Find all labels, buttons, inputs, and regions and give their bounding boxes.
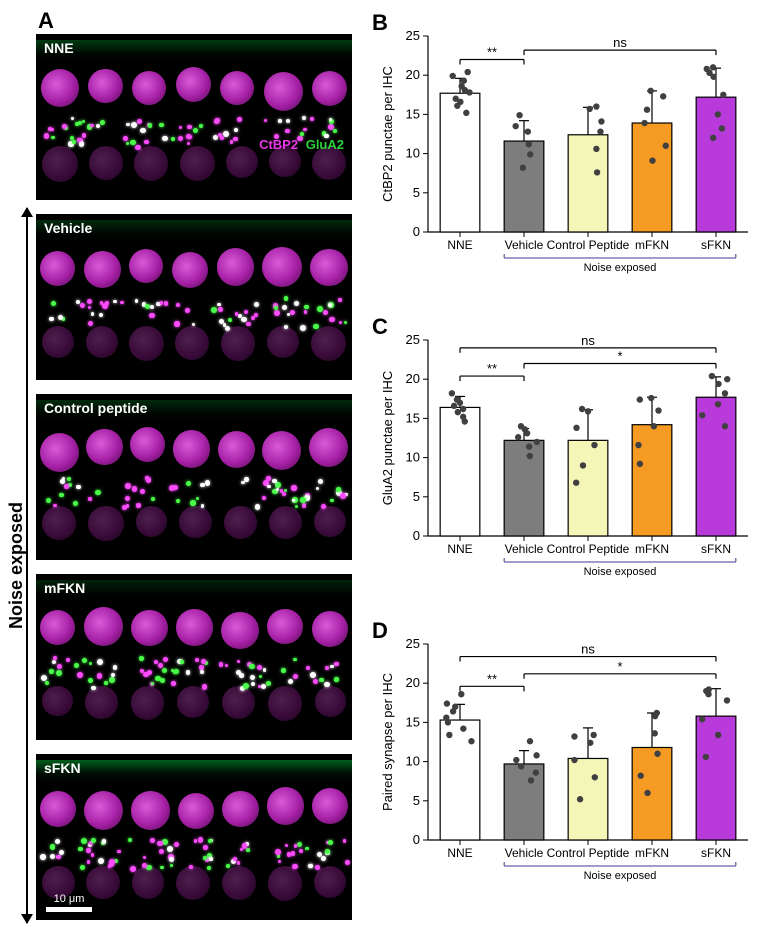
svg-text:**: ** <box>487 361 497 376</box>
chart-B-svg: 0 5 10 15 20 25 CtBP2 punctae per IHC NNE Vehicl… <box>376 12 756 286</box>
svg-text:10: 10 <box>406 450 420 465</box>
svg-text:15: 15 <box>406 106 420 121</box>
micrograph-3: mFKN <box>36 574 352 740</box>
svg-text:Noise exposed: Noise exposed <box>584 262 657 274</box>
svg-text:15: 15 <box>406 714 420 729</box>
svg-text:25: 25 <box>406 636 420 651</box>
svg-text:5: 5 <box>413 185 420 200</box>
svg-text:sFKN: sFKN <box>701 846 731 860</box>
svg-text:Vehicle: Vehicle <box>505 542 544 556</box>
svg-text:25: 25 <box>406 28 420 43</box>
svg-text:5: 5 <box>413 489 420 504</box>
micrograph-title: NNE <box>44 40 74 56</box>
svg-text:15: 15 <box>406 410 420 425</box>
panel-label-C: C <box>372 314 388 340</box>
panel-A: A Noise exposed NNE CtBP2 GluA2 Vehicle Con… <box>2 8 362 943</box>
chart-C-svg: 0 5 10 15 20 25 GluA2 punctae per IHC NNE Vehicl… <box>376 316 756 590</box>
svg-text:mFKN: mFKN <box>635 238 669 252</box>
svg-text:25: 25 <box>406 332 420 347</box>
svg-text:0: 0 <box>413 832 420 847</box>
svg-text:**: ** <box>487 671 497 686</box>
svg-text:sFKN: sFKN <box>701 542 731 556</box>
figure-root: A Noise exposed NNECtBP2 GluA2VehicleCon… <box>0 0 767 951</box>
micrograph-title: Vehicle <box>44 220 92 236</box>
svg-text:mFKN: mFKN <box>635 542 669 556</box>
panel-B: B 0510152025CtBP2 punctae per IHCNNEVehi… <box>376 12 761 286</box>
svg-text:**: ** <box>487 45 497 60</box>
micrograph-1: Vehicle <box>36 214 352 380</box>
svg-text:sFKN: sFKN <box>701 238 731 252</box>
svg-text:Noise exposed: Noise exposed <box>584 870 657 882</box>
micrograph-title: sFKN <box>44 760 81 776</box>
svg-text:ns: ns <box>613 35 627 50</box>
chart-D-svg: 0 5 10 15 20 25 Paired synapse per IHC NNE Vehic… <box>376 620 756 894</box>
svg-text:Paired synapse per IHC: Paired synapse per IHC <box>380 673 395 811</box>
chart-column: B 0 5 10 15 20 25 CtBP2 punctae per IHC NNE Vehi… <box>362 8 761 943</box>
panel-C: C 0510152025GluA2 punctae per IHCNNEVehi… <box>376 316 761 590</box>
svg-text:20: 20 <box>406 67 420 82</box>
micrograph-title: Control peptide <box>44 400 147 416</box>
svg-text:0: 0 <box>413 528 420 543</box>
svg-text:CtBP2 punctae per IHC: CtBP2 punctae per IHC <box>380 66 395 202</box>
svg-text:Vehicle: Vehicle <box>505 238 544 252</box>
svg-text:20: 20 <box>406 675 420 690</box>
svg-text:5: 5 <box>413 793 420 808</box>
micrograph-0: NNE CtBP2 GluA2 <box>36 34 352 200</box>
svg-text:10: 10 <box>406 754 420 769</box>
svg-text:0: 0 <box>413 224 420 239</box>
svg-text:NNE: NNE <box>447 238 472 252</box>
svg-text:ns: ns <box>581 333 595 348</box>
svg-text:Vehicle: Vehicle <box>505 846 544 860</box>
micrograph-title: mFKN <box>44 580 85 596</box>
svg-text:*: * <box>617 349 622 364</box>
svg-text:ns: ns <box>581 642 595 657</box>
svg-text:Noise exposed: Noise exposed <box>584 566 657 578</box>
panel-D: D 0510152025Paired synapse per IHCNNEVeh… <box>376 620 761 894</box>
channel-legend: CtBP2 GluA2 <box>259 137 344 152</box>
svg-text:NNE: NNE <box>447 542 472 556</box>
svg-text:*: * <box>617 659 622 674</box>
micrograph-2: Control peptide <box>36 394 352 560</box>
micrograph-stack: NNE CtBP2 GluA2 Vehicle Control peptide mFKN… <box>36 34 352 920</box>
noise-exposed-text: Noise exposed <box>7 502 28 629</box>
svg-text:20: 20 <box>406 371 420 386</box>
svg-text:Control Peptide: Control Peptide <box>547 846 630 860</box>
svg-text:Control Peptide: Control Peptide <box>547 238 630 252</box>
scalebar: 10 μm <box>46 893 92 912</box>
micrograph-4: sFKN 10 μm <box>36 754 352 920</box>
svg-text:GluA2 punctae per IHC: GluA2 punctae per IHC <box>380 371 395 505</box>
noise-exposed-bracket: Noise exposed <box>6 208 28 923</box>
svg-text:mFKN: mFKN <box>635 846 669 860</box>
panel-label-D: D <box>372 618 388 644</box>
svg-text:NNE: NNE <box>447 846 472 860</box>
panel-label-A: A <box>38 8 54 34</box>
panel-label-B: B <box>372 10 388 36</box>
svg-text:10: 10 <box>406 146 420 161</box>
svg-text:Control Peptide: Control Peptide <box>547 542 630 556</box>
